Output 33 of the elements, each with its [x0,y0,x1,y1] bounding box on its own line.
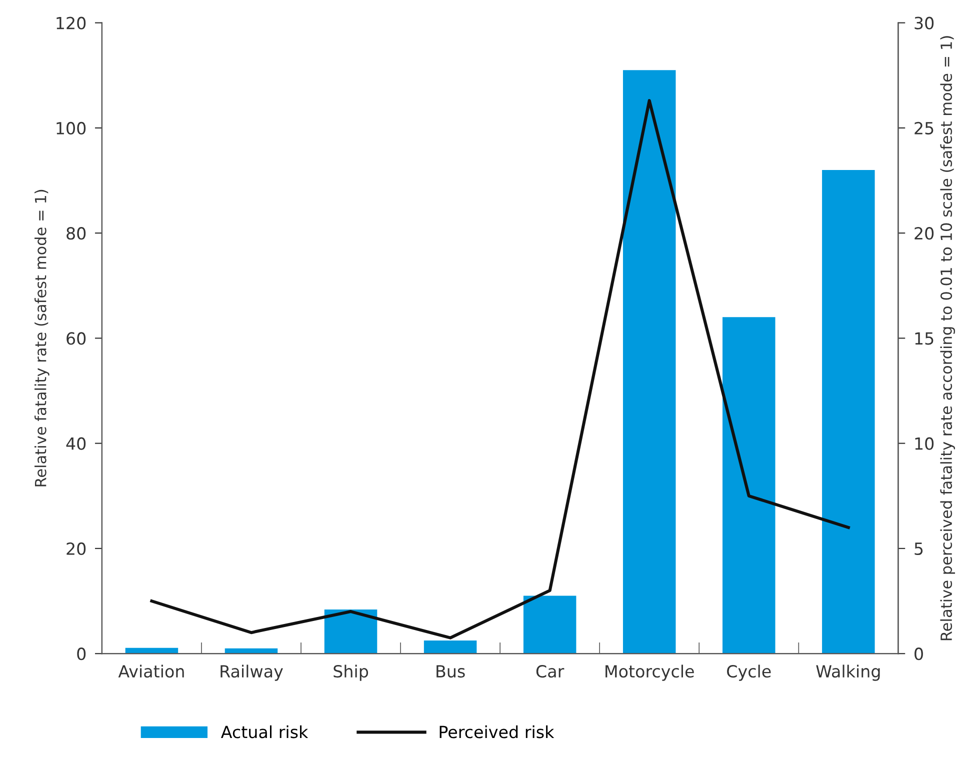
bar [822,170,875,654]
y-tick-label: 0 [77,648,86,660]
x-tick-label: Motorcycle [606,664,694,681]
x-tick-label: Car [536,665,564,678]
line-series [150,99,850,640]
y2-tick-label: 10 [915,437,934,450]
y-tick-label: 120 [56,16,86,30]
legend-label: Actual risk [220,725,308,738]
y-axis-title: Relative fatality rate (safest mode = 1) [34,190,50,486]
x-tick-label: Ship [334,664,368,681]
bar [523,596,576,654]
x-tick-label: Aviation [118,664,184,678]
y2-tick-label: 30 [914,16,934,30]
x-tick-label: Railway [220,664,283,681]
x-tick-label: Bus [436,665,465,678]
y2-tick-label: 15 [915,332,934,345]
x-tick-label: Cycle [727,664,771,681]
bar [424,640,477,654]
bar [622,70,676,654]
legend-label: Perceived risk [440,725,554,738]
y-tick-label: 80 [66,227,86,240]
x-tick-label: Walking [816,664,880,681]
bar [324,609,378,654]
y-tick-label: 20 [66,542,86,556]
y-tick-label: 60 [66,332,86,345]
y2-tick-label: 20 [914,227,934,240]
y2-axis-title: Relative perceived fatality rate according to 0.01 to 10 scale (safest mode = 1) [940,36,956,640]
y-tick-label: 100 [56,122,86,134]
bar [722,317,776,654]
y2-tick-label: 0 [914,648,923,660]
y-tick-label: 40 [66,437,86,450]
y2-tick-label: 5 [914,542,923,556]
y2-tick-label: 25 [914,122,934,134]
